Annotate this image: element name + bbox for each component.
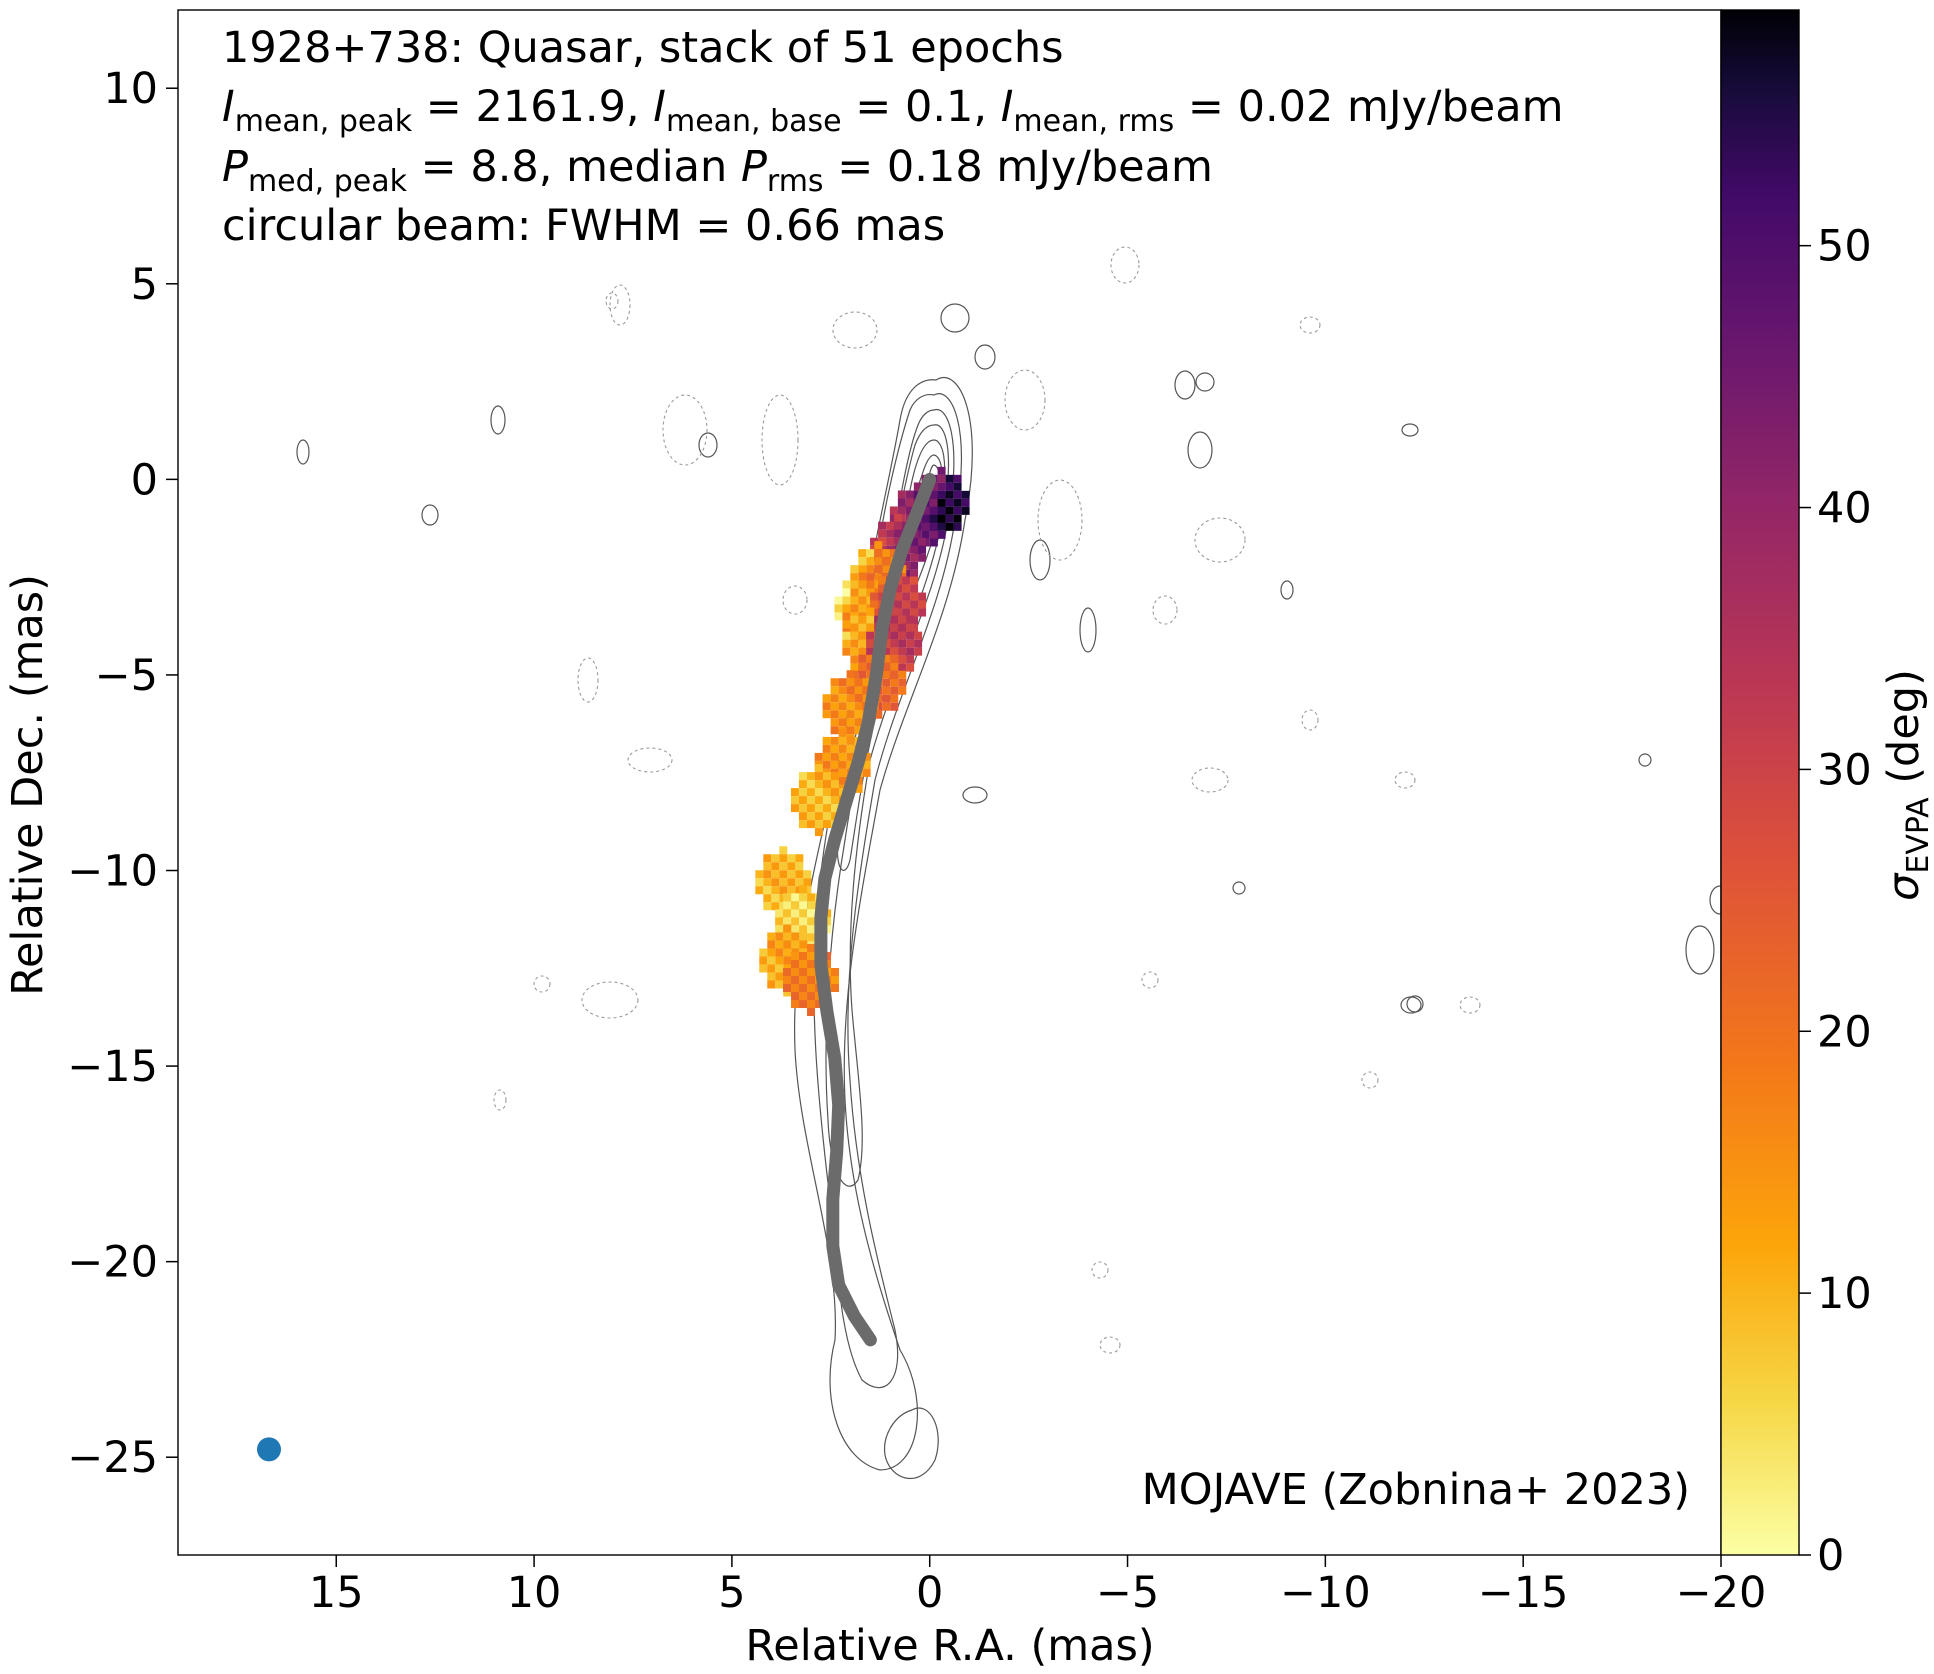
colorbar [1720,9,1800,1556]
colorbar-tick-label: 10 [1817,1269,1872,1319]
beam-circle [256,1437,281,1462]
colorbar-ticks: 0 10 20 30 40 50 [1799,222,1872,1581]
jet-ridgeline [814,472,937,1347]
negative-contours [493,246,1481,1354]
x-tick-label: 5 [718,1568,745,1618]
y-axis-label: Relative Dec. (mas) [3,574,53,996]
x-axis-ticks: 15 10 5 0 −5 −10 −15 −20 [309,1555,1766,1618]
colorbar-label: σEVPA (deg) [1879,669,1934,901]
colorbar-tick-label: 20 [1817,1007,1872,1057]
colorbar-tick-label: 0 [1817,1531,1844,1581]
y-tick-label: 10 [103,64,158,114]
colorbar-tick-label: 50 [1817,222,1872,272]
x-tick-label: 0 [916,1568,943,1618]
y-tick-label: −20 [67,1238,158,1288]
x-tick-label: −10 [1280,1568,1371,1618]
y-tick-label: 5 [131,260,158,310]
title-line-3: Pmed, peak = 8.8, median Prms = 0.18 mJy… [222,142,1213,199]
x-tick-label: 15 [309,1568,364,1618]
x-tick-label: −20 [1676,1568,1767,1618]
plot-area [177,9,1722,1556]
y-tick-label: −15 [67,1042,158,1092]
ridgeline-path [814,472,937,1347]
title-line-1: 1928+738: Quasar, stack of 51 epochs [222,23,1064,73]
y-tick-label: −25 [67,1433,158,1483]
credit-label: MOJAVE (Zobnina+ 2023) [1142,1465,1690,1515]
y-tick-label: 0 [131,455,158,505]
x-tick-label: −15 [1478,1568,1569,1618]
y-tick-label: −10 [67,847,158,897]
beam-marker [256,1437,281,1462]
x-tick-label: −5 [1096,1568,1159,1618]
colorbar-tick-label: 40 [1817,484,1872,534]
y-tick-label: −5 [95,651,158,701]
title-line-4: circular beam: FWHM = 0.66 mas [222,201,945,251]
x-tick-label: 10 [507,1568,562,1618]
y-axis-ticks: 10 5 0 −5 −10 −15 −20 −25 [67,64,178,1483]
colorbar-tick-label: 30 [1817,745,1872,795]
x-axis-label: Relative R.A. (mas) [745,1621,1154,1671]
title-line-2: Imean, peak = 2161.9, Imean, base = 0.1,… [222,82,1564,139]
